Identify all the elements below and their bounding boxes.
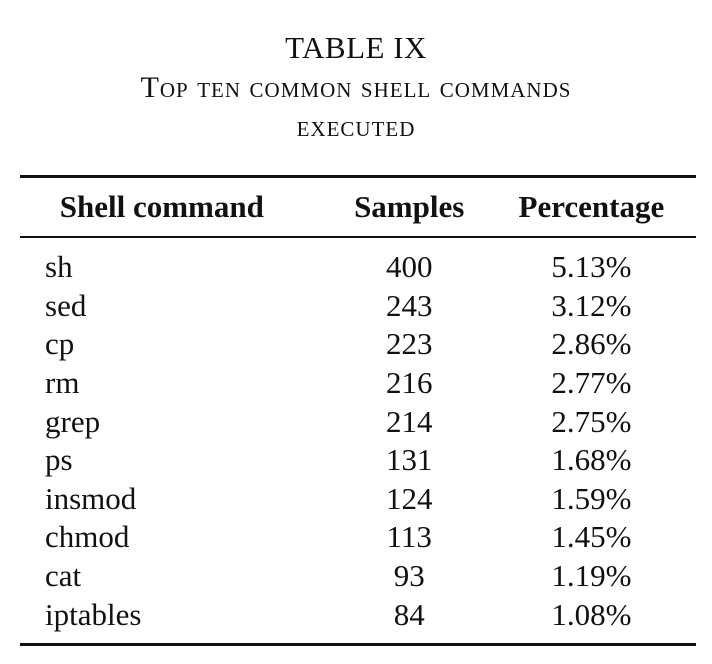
cell-percentage: 1.68% xyxy=(551,442,632,478)
header-samples: Samples xyxy=(354,189,465,224)
cell-command: grep xyxy=(45,403,101,439)
table-row: iptables 84 1.08% xyxy=(20,595,696,634)
cell-samples: 131 xyxy=(385,442,433,478)
cell-samples: 223 xyxy=(385,326,433,362)
table-row: cat 93 1.19% xyxy=(20,557,696,596)
cell-samples: 214 xyxy=(385,403,433,439)
cell-samples: 84 xyxy=(393,596,425,632)
table-header-rule xyxy=(20,236,696,238)
cell-percentage: 2.86% xyxy=(551,326,632,362)
cell-samples: 93 xyxy=(393,558,425,594)
table-row: insmod 124 1.59% xyxy=(20,480,696,519)
table-label: TABLE IX xyxy=(285,30,427,65)
table-row: rm 216 2.77% xyxy=(20,364,696,403)
table-row: grep 214 2.75% xyxy=(20,402,696,441)
cell-samples: 400 xyxy=(385,249,433,285)
cell-percentage: 2.75% xyxy=(551,403,632,439)
table-row: chmod 113 1.45% xyxy=(20,518,696,557)
cell-percentage: 1.59% xyxy=(551,480,632,516)
table-row: cp 223 2.86% xyxy=(20,325,696,364)
table-row: sed 243 3.12% xyxy=(20,287,696,326)
table-bottom-rule xyxy=(20,643,696,646)
cell-command: chmod xyxy=(45,519,130,555)
header-shell-command: Shell command xyxy=(59,189,264,224)
cell-command: sed xyxy=(45,287,87,323)
cell-percentage: 2.77% xyxy=(551,365,632,401)
cell-percentage: 5.13% xyxy=(551,249,632,285)
cell-command: insmod xyxy=(45,480,137,516)
table-title-line-2: executed xyxy=(296,110,416,143)
cell-samples: 124 xyxy=(385,480,433,516)
cell-percentage: 1.08% xyxy=(551,596,632,632)
cell-percentage: 3.12% xyxy=(551,287,632,323)
cell-samples: 113 xyxy=(386,519,432,555)
cell-samples: 243 xyxy=(385,287,433,323)
header-percentage: Percentage xyxy=(518,189,665,224)
cell-command: sh xyxy=(45,249,73,285)
cell-command: ps xyxy=(45,442,73,478)
table-header-row: Shell command Samples Percentage xyxy=(20,178,696,236)
table-top-rule xyxy=(20,175,696,178)
table-title-line-1: Top ten common shell commands xyxy=(140,71,572,104)
shell-commands-table: Shell command Samples Percentage sh 400 … xyxy=(20,178,696,634)
cell-command: iptables xyxy=(45,596,142,632)
table-row: ps 131 1.68% xyxy=(20,441,696,480)
cell-percentage: 1.45% xyxy=(551,519,632,555)
cell-command: cp xyxy=(45,326,75,362)
cell-command: rm xyxy=(45,365,80,401)
cell-command: cat xyxy=(45,558,82,594)
cell-percentage: 1.19% xyxy=(551,558,632,594)
cell-samples: 216 xyxy=(385,365,433,401)
table-row: sh 400 5.13% xyxy=(20,236,696,287)
table-caption: TABLE IX Top ten common shell commands e… xyxy=(0,28,712,146)
